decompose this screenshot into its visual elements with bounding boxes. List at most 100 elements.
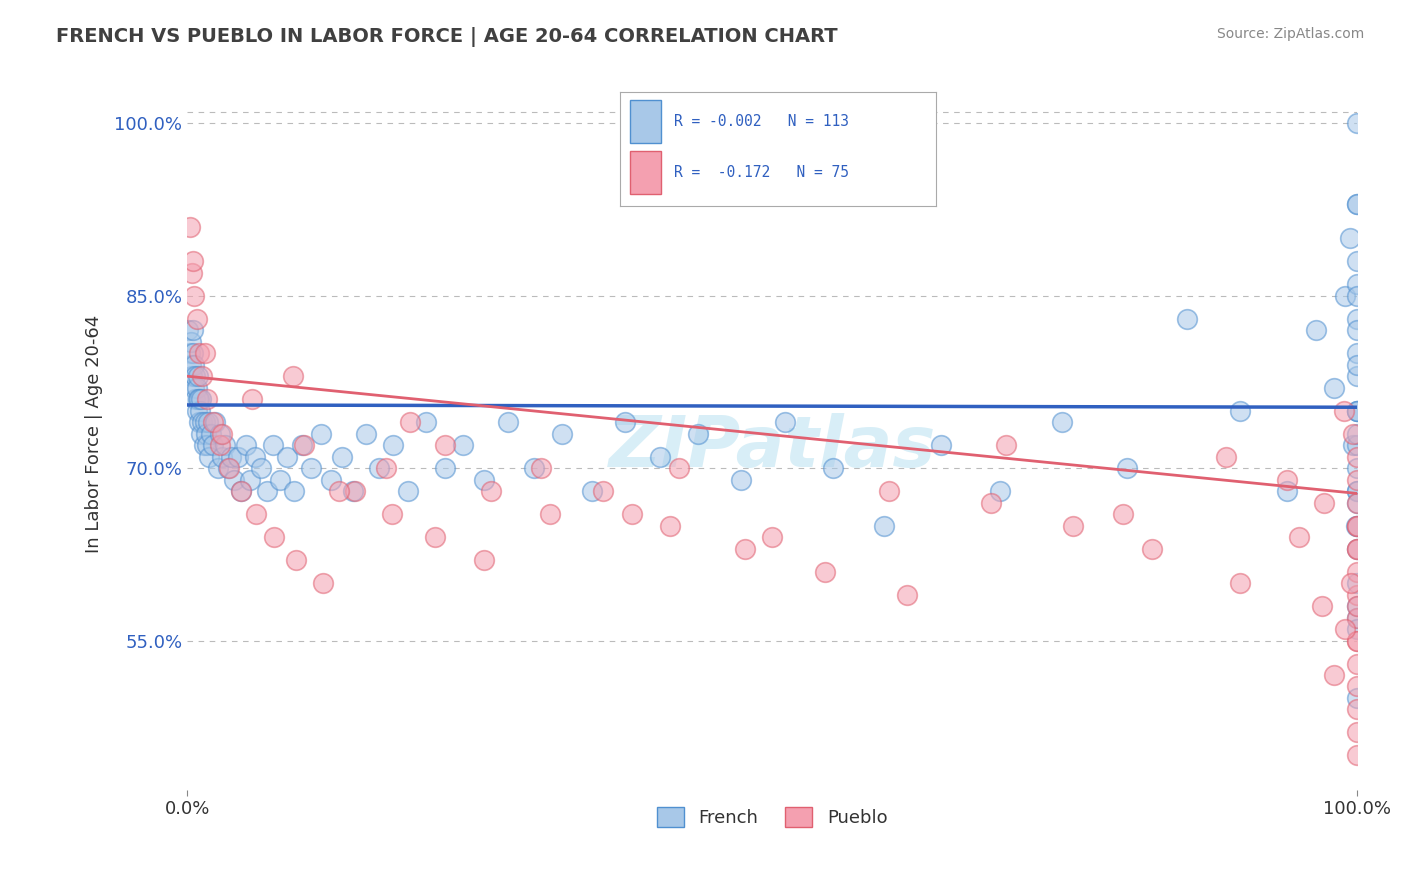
Point bbox=[1346, 495, 1368, 509]
Point bbox=[1215, 450, 1237, 464]
Point bbox=[201, 438, 224, 452]
Point bbox=[1346, 495, 1368, 509]
Point bbox=[1323, 668, 1346, 682]
Point bbox=[1346, 541, 1368, 556]
Point bbox=[1346, 277, 1368, 292]
Point bbox=[183, 381, 205, 395]
Point bbox=[299, 461, 322, 475]
Point bbox=[190, 426, 212, 441]
Point bbox=[1346, 748, 1368, 763]
Point bbox=[613, 415, 636, 429]
Point bbox=[229, 484, 252, 499]
Point bbox=[988, 484, 1011, 499]
Point bbox=[1346, 680, 1368, 694]
Point bbox=[1310, 599, 1333, 613]
Point bbox=[415, 415, 437, 429]
Point bbox=[1346, 346, 1368, 360]
Point bbox=[1346, 311, 1368, 326]
Text: Source: ZipAtlas.com: Source: ZipAtlas.com bbox=[1216, 27, 1364, 41]
Point bbox=[184, 369, 207, 384]
Point bbox=[1339, 231, 1361, 245]
Point bbox=[375, 461, 398, 475]
Point bbox=[1313, 495, 1336, 509]
Point bbox=[1346, 518, 1368, 533]
Point bbox=[1229, 403, 1251, 417]
Point bbox=[1323, 381, 1346, 395]
Point bbox=[195, 438, 218, 452]
Point bbox=[328, 484, 350, 499]
Point bbox=[1346, 369, 1368, 384]
Point bbox=[1346, 518, 1368, 533]
Point bbox=[873, 518, 896, 533]
Point bbox=[292, 438, 315, 452]
Point bbox=[1112, 507, 1135, 521]
Legend: French, Pueblo: French, Pueblo bbox=[650, 800, 894, 834]
Point bbox=[1346, 633, 1368, 648]
Point bbox=[1346, 610, 1368, 624]
Point bbox=[814, 565, 837, 579]
Point bbox=[896, 588, 918, 602]
Point bbox=[1346, 450, 1368, 464]
Y-axis label: In Labor Force | Age 20-64: In Labor Force | Age 20-64 bbox=[86, 315, 103, 553]
Point bbox=[1346, 690, 1368, 705]
Point bbox=[1346, 725, 1368, 739]
Point bbox=[354, 426, 377, 441]
Point bbox=[1346, 116, 1368, 130]
Point bbox=[188, 403, 211, 417]
Point bbox=[1142, 541, 1164, 556]
Point bbox=[581, 484, 603, 499]
Point bbox=[1346, 622, 1368, 636]
Point bbox=[191, 415, 214, 429]
Point bbox=[496, 415, 519, 429]
Point bbox=[208, 426, 231, 441]
Point bbox=[188, 415, 211, 429]
Point bbox=[433, 461, 456, 475]
Point bbox=[291, 438, 314, 452]
Point bbox=[1346, 657, 1368, 671]
Point bbox=[1343, 438, 1365, 452]
Point bbox=[214, 438, 236, 452]
Point bbox=[761, 530, 783, 544]
Point bbox=[309, 426, 332, 441]
Point bbox=[877, 484, 900, 499]
Point bbox=[181, 266, 204, 280]
Point bbox=[1346, 518, 1368, 533]
Point bbox=[195, 392, 218, 407]
Point bbox=[1050, 415, 1073, 429]
Point bbox=[179, 219, 201, 234]
Point bbox=[218, 461, 240, 475]
Point bbox=[181, 254, 204, 268]
Point bbox=[219, 450, 242, 464]
Point bbox=[1177, 311, 1199, 326]
Point bbox=[285, 553, 308, 567]
Point bbox=[1346, 358, 1368, 372]
Point bbox=[1346, 588, 1368, 602]
Point bbox=[186, 403, 208, 417]
Point bbox=[550, 426, 572, 441]
Point bbox=[197, 415, 219, 429]
Point bbox=[1305, 323, 1327, 337]
Point bbox=[730, 473, 752, 487]
Point bbox=[193, 438, 215, 452]
Point bbox=[180, 334, 202, 349]
Point bbox=[1344, 518, 1367, 533]
Point bbox=[342, 484, 364, 499]
Point bbox=[211, 450, 233, 464]
Point bbox=[186, 381, 208, 395]
Point bbox=[1346, 403, 1368, 417]
Point bbox=[1346, 461, 1368, 475]
Point bbox=[1346, 438, 1368, 452]
Point bbox=[648, 450, 671, 464]
Point bbox=[211, 426, 233, 441]
Point bbox=[1346, 197, 1368, 211]
Point bbox=[659, 518, 682, 533]
Point bbox=[821, 461, 844, 475]
Point bbox=[1346, 289, 1368, 303]
Point bbox=[183, 289, 205, 303]
Point bbox=[1340, 576, 1362, 591]
Point bbox=[1346, 702, 1368, 716]
Point bbox=[474, 473, 496, 487]
Point bbox=[200, 426, 222, 441]
Point bbox=[1062, 518, 1084, 533]
Point bbox=[398, 415, 420, 429]
